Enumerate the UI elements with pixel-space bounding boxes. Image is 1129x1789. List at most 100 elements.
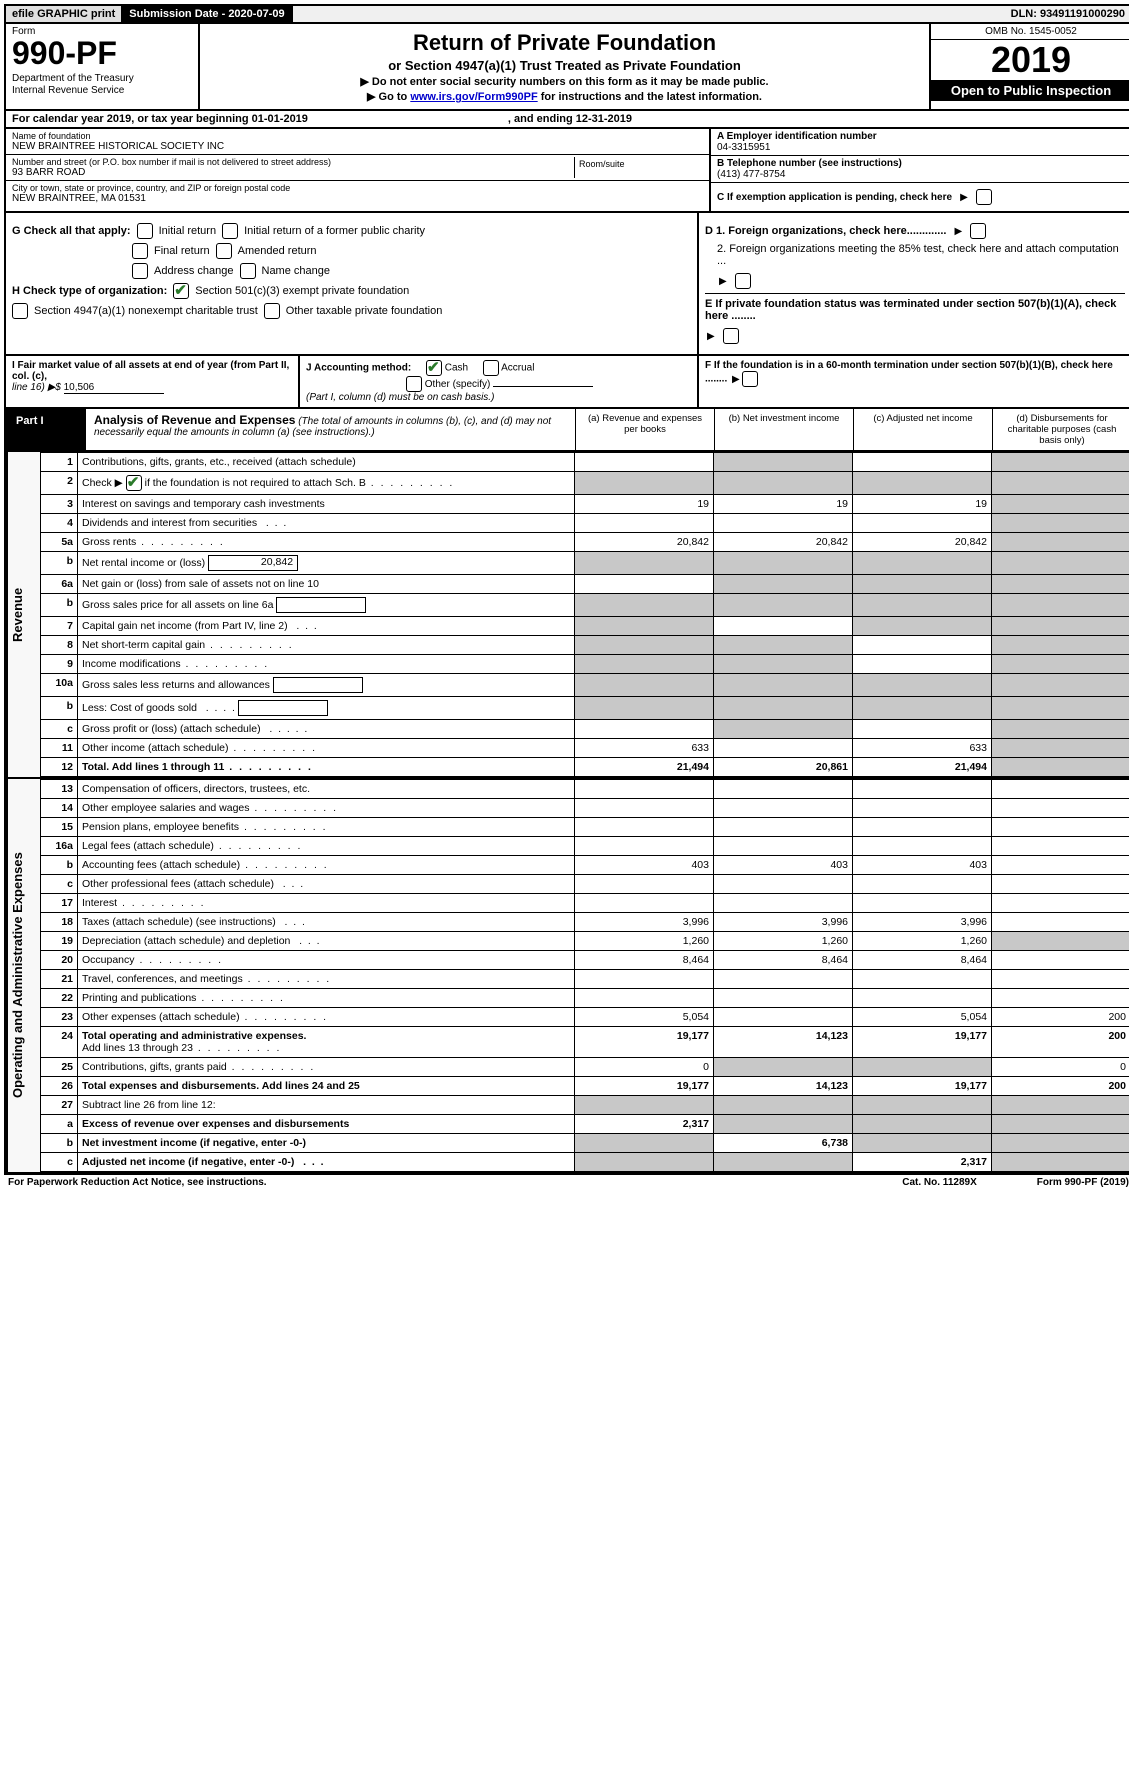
r26: Total expenses and disbursements. Add li… — [78, 1077, 575, 1096]
c-checkbox[interactable] — [976, 189, 992, 205]
arrow-icon — [952, 225, 964, 237]
r6b: Gross sales price for all assets on line… — [78, 594, 575, 617]
r14: Other employee salaries and wages — [78, 799, 575, 818]
cb-cash[interactable] — [426, 360, 442, 376]
table-row: bLess: Cost of goods sold . . . . — [41, 697, 1129, 720]
table-row: 25Contributions, gifts, grants paid00 — [41, 1058, 1129, 1077]
cal-end: , and ending 12-31-2019 — [508, 113, 632, 125]
h1: Section 501(c)(3) exempt private foundat… — [195, 285, 409, 297]
part1-title-text: Analysis of Revenue and Expenses — [94, 413, 295, 427]
r18b: 3,996 — [714, 913, 853, 932]
info-left: Name of foundation NEW BRAINTREE HISTORI… — [6, 129, 709, 211]
cb-amended[interactable] — [216, 243, 232, 259]
info-block: Name of foundation NEW BRAINTREE HISTORI… — [4, 129, 1129, 213]
table-row: cOther professional fees (attach schedul… — [41, 875, 1129, 894]
cb-former-charity[interactable] — [222, 223, 238, 239]
g4: Amended return — [238, 245, 317, 257]
r27: Subtract line 26 from line 12: — [78, 1096, 575, 1115]
cb-accrual[interactable] — [483, 360, 499, 376]
table-row: 24Total operating and administrative exp… — [41, 1027, 1129, 1058]
efile-label: efile GRAPHIC print — [6, 6, 123, 22]
r24: Total operating and administrative expen… — [78, 1027, 575, 1058]
r19a: 1,260 — [575, 932, 714, 951]
j-label: J Accounting method: — [306, 363, 411, 374]
h2: Section 4947(a)(1) nonexempt charitable … — [34, 305, 258, 317]
dept2: Internal Revenue Service — [12, 85, 124, 96]
r24b: 14,123 — [714, 1027, 853, 1058]
cat-no: Cat. No. 11289X — [902, 1177, 976, 1188]
cb-d1[interactable] — [970, 223, 986, 239]
col-b-head: (b) Net investment income — [714, 409, 853, 450]
table-row: bAccounting fees (attach schedule)403403… — [41, 856, 1129, 875]
cb-4947[interactable] — [12, 303, 28, 319]
r18a: 3,996 — [575, 913, 714, 932]
c-label: C If exemption application is pending, c… — [717, 192, 952, 203]
form-note1: ▶ Do not enter social security numbers o… — [208, 75, 921, 88]
table-row: 6aNet gain or (loss) from sale of assets… — [41, 575, 1129, 594]
foundation-name: NEW BRAINTREE HISTORICAL SOCIETY INC — [12, 141, 703, 152]
h3: Other taxable private foundation — [286, 305, 443, 317]
city-label: City or town, state or province, country… — [12, 183, 703, 193]
ein-row: A Employer identification number 04-3315… — [711, 129, 1129, 156]
cb-initial-return[interactable] — [137, 223, 153, 239]
fmv-right: F If the foundation is in a 60-month ter… — [697, 356, 1129, 407]
table-row: 4Dividends and interest from securities … — [41, 514, 1129, 533]
phone-value: (413) 477-8754 — [717, 169, 1125, 180]
cb-name-change[interactable] — [240, 263, 256, 279]
table-row: 10aGross sales less returns and allowanc… — [41, 674, 1129, 697]
table-row: 5aGross rents20,84220,84220,842 — [41, 533, 1129, 552]
r3a: 19 — [575, 495, 714, 514]
r10b-box — [238, 700, 328, 716]
header-left: Form 990-PF Department of the Treasury I… — [6, 24, 200, 109]
r27cc: 2,317 — [853, 1153, 992, 1172]
r20b: 8,464 — [714, 951, 853, 970]
r11c: 633 — [853, 739, 992, 758]
r23d: 200 — [992, 1008, 1129, 1027]
r26c: 19,177 — [853, 1077, 992, 1096]
irs-link[interactable]: www.irs.gov/Form990PF — [410, 91, 537, 103]
ein-label: A Employer identification number — [717, 131, 1125, 142]
pra-notice: For Paperwork Reduction Act Notice, see … — [8, 1177, 267, 1188]
cb-other-method[interactable] — [406, 376, 422, 392]
table-row: 16aLegal fees (attach schedule) — [41, 837, 1129, 856]
r1: Contributions, gifts, grants, etc., rece… — [78, 453, 575, 472]
r20c: 8,464 — [853, 951, 992, 970]
cb-other-taxable[interactable] — [264, 303, 280, 319]
expenses-section: Operating and Administrative Expenses 13… — [4, 779, 1129, 1174]
r25d: 0 — [992, 1058, 1129, 1077]
r15: Pension plans, employee benefits — [78, 818, 575, 837]
table-row: 8Net short-term capital gain — [41, 636, 1129, 655]
r23c: 5,054 — [853, 1008, 992, 1027]
table-row: 26Total expenses and disbursements. Add … — [41, 1077, 1129, 1096]
r10a-box — [273, 677, 363, 693]
r5b-box: 20,842 — [208, 555, 298, 571]
r26b: 14,123 — [714, 1077, 853, 1096]
cb-address-change[interactable] — [132, 263, 148, 279]
cb-final-return[interactable] — [132, 243, 148, 259]
r9: Income modifications — [78, 655, 575, 674]
cb-d2[interactable] — [735, 273, 751, 289]
r16a: Legal fees (attach schedule) — [78, 837, 575, 856]
part-label: Part I — [6, 409, 86, 450]
r4: Dividends and interest from securities .… — [78, 514, 575, 533]
r27aa: 2,317 — [575, 1115, 714, 1134]
table-row: 7Capital gain net income (from Part IV, … — [41, 617, 1129, 636]
cb-f[interactable] — [742, 371, 758, 387]
r27a: Excess of revenue over expenses and disb… — [78, 1115, 575, 1134]
footer: For Paperwork Reduction Act Notice, see … — [4, 1174, 1129, 1190]
cb-501c3[interactable] — [173, 283, 189, 299]
j-note: (Part I, column (d) must be on cash basi… — [306, 392, 494, 403]
table-row: cGross profit or (loss) (attach schedule… — [41, 720, 1129, 739]
col-c-head: (c) Adjusted net income — [853, 409, 992, 450]
cb-e[interactable] — [723, 328, 739, 344]
table-row: bNet investment income (if negative, ent… — [41, 1134, 1129, 1153]
r3c: 19 — [853, 495, 992, 514]
table-row: 12Total. Add lines 1 through 1121,49420,… — [41, 758, 1129, 777]
g-label: G Check all that apply: — [12, 225, 131, 237]
r16bb: 403 — [714, 856, 853, 875]
cb-sch-b[interactable] — [126, 475, 142, 491]
info-right: A Employer identification number 04-3315… — [709, 129, 1129, 211]
form-ref: Form 990-PF (2019) — [1037, 1177, 1129, 1188]
city-row: City or town, state or province, country… — [6, 181, 709, 206]
top-bar: efile GRAPHIC print Submission Date - 20… — [4, 4, 1129, 24]
